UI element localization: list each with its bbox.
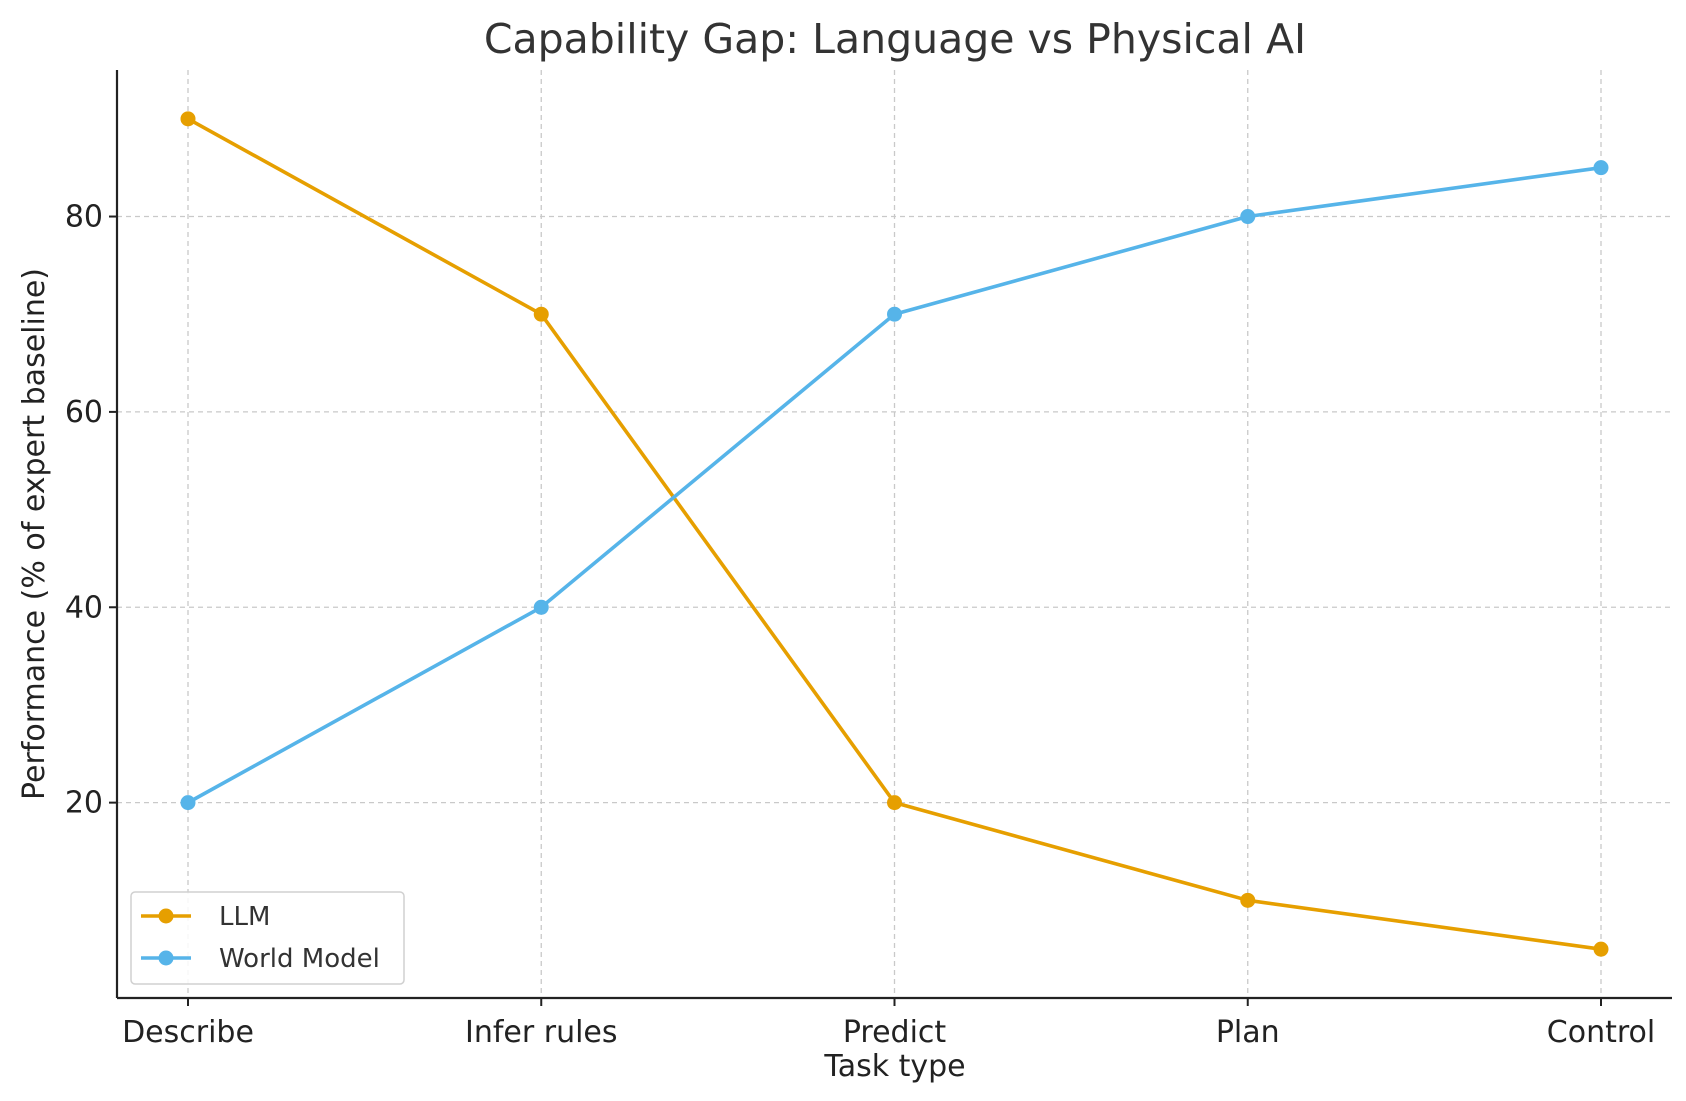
legend-box <box>130 891 405 985</box>
chart-title: Capability Gap: Language vs Physical AI <box>484 15 1306 63</box>
llm-point <box>1593 941 1609 957</box>
x-tick-label: Describe <box>122 1015 254 1050</box>
x-tick-label: Control <box>1547 1015 1655 1050</box>
world-model-point <box>1240 209 1256 225</box>
x-axis-label: Task type <box>823 1049 965 1084</box>
world-model-point <box>180 795 196 811</box>
llm-point <box>533 306 549 322</box>
series <box>180 111 1609 957</box>
world-model-point <box>887 306 902 322</box>
x-tick-label: Plan <box>1216 1015 1280 1050</box>
llm-point <box>180 111 196 127</box>
y-tick-label: 80 <box>65 200 103 235</box>
world-model-point <box>1593 160 1609 176</box>
legend-swatch-marker <box>158 950 174 966</box>
x-tick-label: Infer rules <box>465 1015 618 1050</box>
series-world-model <box>180 160 1609 811</box>
legend-label: World Model <box>219 944 380 974</box>
y-tick-label: 40 <box>65 590 103 625</box>
ticks: Describe Infer rules Predict Plan Control 20 4… <box>65 200 1655 1050</box>
y-tick-label: 20 <box>65 786 103 821</box>
legend-item-world-model: World Model <box>141 944 380 974</box>
world-model-point <box>533 599 549 615</box>
y-axis-label: Performance (% of expert baseline) <box>17 268 52 800</box>
legend: LLM World Model <box>130 891 405 985</box>
legend-swatch-marker <box>158 908 174 924</box>
y-tick-label: 60 <box>65 395 103 430</box>
x-tick-label: Predict <box>843 1015 947 1050</box>
llm-point <box>1240 892 1256 908</box>
llm-point <box>887 795 902 811</box>
legend-label: LLM <box>219 902 270 932</box>
legend-item-llm: LLM <box>141 902 270 932</box>
series-llm <box>180 111 1609 957</box>
